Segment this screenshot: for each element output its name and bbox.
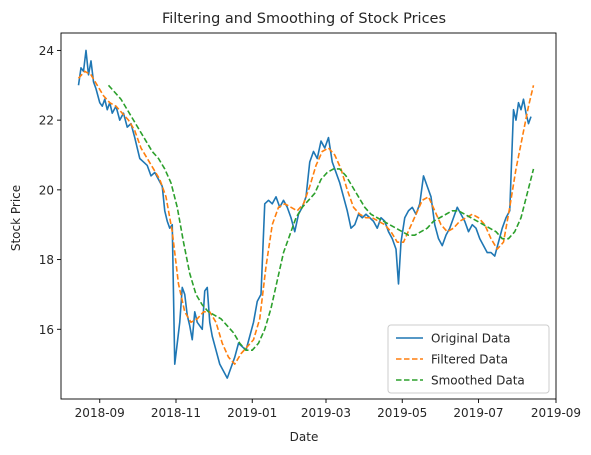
y-tick-label: 16 <box>39 323 54 337</box>
x-axis-label: Date <box>290 430 319 444</box>
y-tick-label: 20 <box>39 183 54 197</box>
chart-title: Filtering and Smoothing of Stock Prices <box>162 11 446 27</box>
legend-label: Filtered Data <box>431 353 508 367</box>
series-line-smoothed-data <box>107 84 535 351</box>
x-axis-ticks: 2018-09 2018-11 2019-01 2019-03 2019-05 2019-… <box>75 399 581 420</box>
plot-frame <box>60 32 557 400</box>
x-tick-label: 2019-09 <box>531 406 581 420</box>
y-tick-label: 18 <box>39 253 54 267</box>
y-axis-ticks: 16 18 20 22 24 <box>39 44 61 337</box>
series-line-original-data <box>77 49 532 379</box>
x-tick-label: 2018-11 <box>151 406 201 420</box>
legend-label: Smoothed Data <box>431 374 525 388</box>
y-tick-label: 24 <box>39 44 54 58</box>
legend: Original Data Filtered Data Smoothed Data <box>387 324 550 394</box>
x-tick-label: 2019-01 <box>227 406 277 420</box>
plot-area <box>60 32 557 400</box>
legend-box <box>387 324 550 394</box>
y-tick-label: 22 <box>39 114 54 128</box>
series-line-filtered-data <box>77 70 535 365</box>
x-tick-label: 2019-05 <box>377 406 427 420</box>
y-axis-label: Stock Price <box>9 185 23 251</box>
x-tick-label: 2019-07 <box>453 406 503 420</box>
legend-label: Original Data <box>431 332 510 346</box>
x-tick-label: 2018-09 <box>75 406 125 420</box>
x-tick-label: 2019-03 <box>301 406 351 420</box>
